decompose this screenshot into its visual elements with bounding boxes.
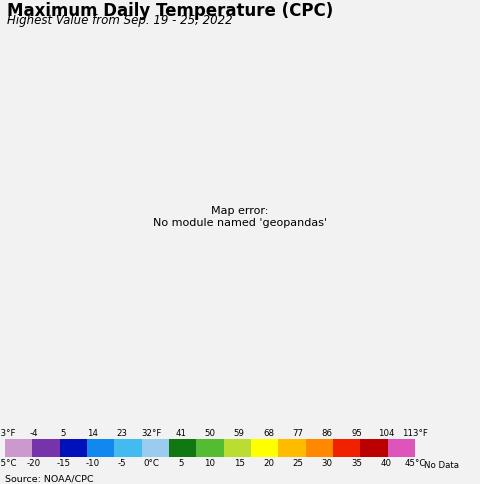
Text: -25°C: -25°C — [0, 458, 17, 467]
Text: Highest Value from Sep. 19 - 25, 2022: Highest Value from Sep. 19 - 25, 2022 — [7, 14, 233, 27]
Text: 68: 68 — [263, 428, 274, 438]
Text: -4: -4 — [30, 428, 38, 438]
Text: 0°C: 0°C — [144, 458, 159, 467]
Text: 15: 15 — [234, 458, 245, 467]
Bar — [388, 439, 415, 457]
Bar — [60, 439, 87, 457]
Bar — [87, 439, 114, 457]
Text: -10: -10 — [86, 458, 100, 467]
Text: 50: 50 — [204, 428, 216, 438]
Text: 77: 77 — [292, 428, 303, 438]
Text: 95: 95 — [351, 428, 362, 438]
Text: -20: -20 — [27, 458, 41, 467]
Text: Maximum Daily Temperature (CPC): Maximum Daily Temperature (CPC) — [7, 2, 334, 20]
Text: -15: -15 — [56, 458, 71, 467]
Text: 32°F: 32°F — [141, 428, 162, 438]
Text: 113°F: 113°F — [402, 428, 428, 438]
Bar — [169, 439, 196, 457]
Bar — [306, 439, 333, 457]
Bar — [196, 439, 224, 457]
Text: 41: 41 — [175, 428, 186, 438]
Text: 35: 35 — [351, 458, 362, 467]
Text: 104: 104 — [378, 428, 394, 438]
Text: Map error:
No module named 'geopandas': Map error: No module named 'geopandas' — [153, 206, 327, 227]
Text: -5: -5 — [118, 458, 126, 467]
Bar — [32, 439, 60, 457]
Text: 20: 20 — [263, 458, 274, 467]
Text: -13°F: -13°F — [0, 428, 16, 438]
Text: 45°C: 45°C — [405, 458, 426, 467]
Bar — [251, 439, 278, 457]
Text: 25: 25 — [292, 458, 303, 467]
Text: 30: 30 — [322, 458, 333, 467]
Bar — [360, 439, 388, 457]
Bar — [5, 439, 32, 457]
Text: 23: 23 — [117, 428, 128, 438]
Text: 40: 40 — [380, 458, 391, 467]
Text: 14: 14 — [87, 428, 98, 438]
Text: 5: 5 — [178, 458, 183, 467]
Text: 59: 59 — [234, 428, 245, 438]
Bar — [114, 439, 142, 457]
Bar — [142, 439, 169, 457]
Text: No Data: No Data — [424, 460, 459, 469]
Bar — [278, 439, 306, 457]
Text: Source: NOAA/CPC: Source: NOAA/CPC — [5, 473, 94, 483]
Bar — [224, 439, 251, 457]
Bar — [333, 439, 360, 457]
Text: 86: 86 — [322, 428, 333, 438]
Text: 10: 10 — [204, 458, 216, 467]
Text: 5: 5 — [60, 428, 66, 438]
